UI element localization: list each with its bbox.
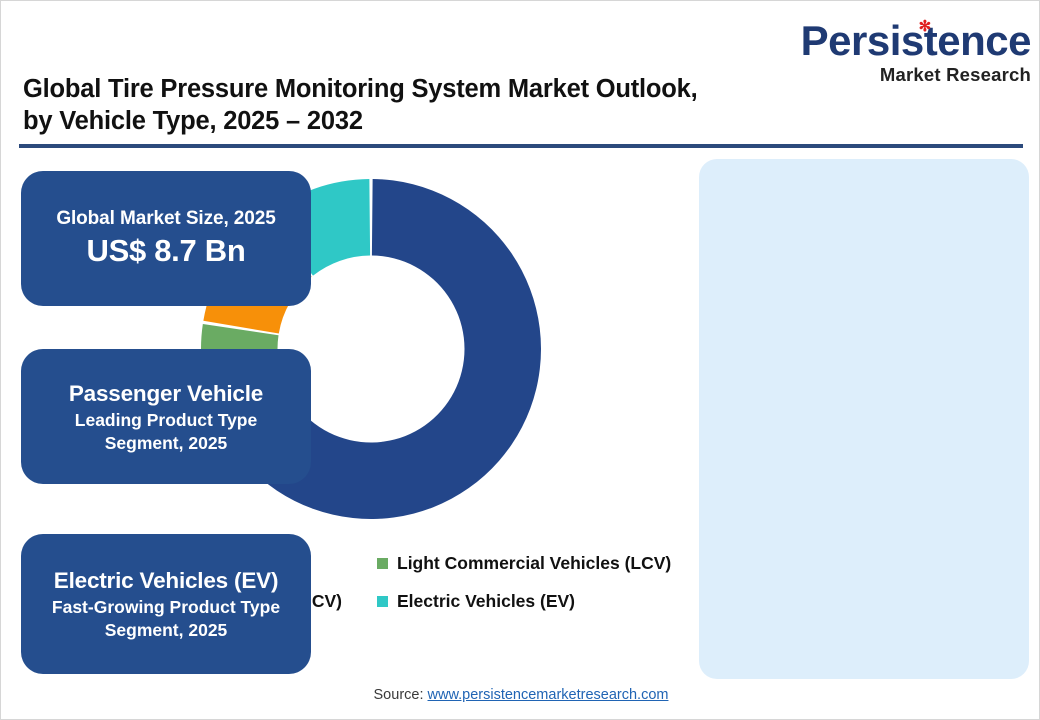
highlight-card-subline-2: Segment, 2025 <box>104 620 228 640</box>
brand-logo-text: Persistence <box>800 17 1032 64</box>
highlight-card-fast-growing-segment: Electric Vehicles (EV) Fast-Growing Prod… <box>21 534 311 674</box>
legend-item-label: Light Commercial Vehicles (LCV) <box>397 553 672 573</box>
highlight-card-heading: Electric Vehicles (EV) <box>53 568 279 593</box>
legend-item-electric-vehicles[interactable]: Electric Vehicles (EV) <box>377 591 575 611</box>
brand-logo-tagline: Market Research <box>879 64 1031 85</box>
asterisk-icon: ✻ <box>918 18 932 35</box>
legend-swatch-icon <box>377 557 388 569</box>
donut-slice[interactable] <box>260 179 541 520</box>
source-label: Source: <box>373 687 428 703</box>
highlight-card-market-size: Global Market Size, 2025 US$ 8.7 Bn <box>21 171 311 306</box>
highlight-card-subline-1: Leading Product Type <box>74 409 258 430</box>
highlight-card-heading: Passenger Vehicle <box>68 380 264 406</box>
highlight-card-value: US$ 8.7 Bn <box>86 233 246 268</box>
brand-logo-wordmark: Persistence ✻ <box>800 17 1032 64</box>
title-divider <box>19 144 1023 148</box>
page-title-line-2: by Vehicle Type, 2025 – 2032 <box>23 107 363 135</box>
highlight-card-kicker: Global Market Size, 2025 <box>56 208 276 229</box>
highlight-card-leading-segment: Passenger Vehicle Leading Product Type S… <box>21 349 311 484</box>
highlights-panel <box>699 159 1029 679</box>
page-title: Global Tire Pressure Monitoring System M… <box>23 73 783 137</box>
legend-swatch-icon <box>377 595 388 607</box>
source-link[interactable]: www.persistencemarketresearch.com <box>427 687 669 703</box>
legend-item-label: Electric Vehicles (EV) <box>397 591 576 611</box>
highlight-card-subline-1: Fast-Growing Product Type <box>51 597 281 617</box>
highlight-card-subline-2: Segment, 2025 <box>104 432 228 453</box>
source-footer: Source: www.persistencemarketresearch.co… <box>1 687 1039 703</box>
page-title-line-1: Global Tire Pressure Monitoring System M… <box>23 75 698 103</box>
brand-logo: Persistence ✻ Market Research <box>791 17 1032 89</box>
legend-item-light-commercial-vehicles[interactable]: Light Commercial Vehicles (LCV) <box>377 553 671 573</box>
